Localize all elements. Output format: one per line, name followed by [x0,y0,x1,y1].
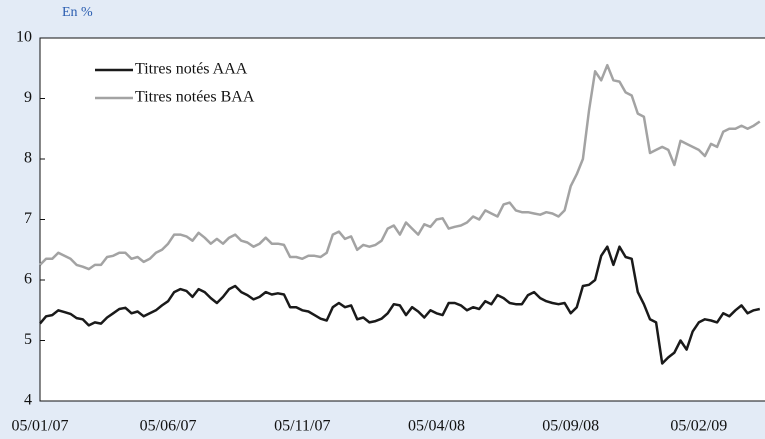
y-tick-label: 7 [24,210,32,227]
y-tick-label: 9 [24,89,32,106]
x-tick-label: 05/01/07 [12,418,69,435]
x-tick-label: 05/06/07 [140,418,197,435]
y-tick-label: 5 [24,331,32,348]
legend-label: Titres notées BAA [135,89,255,106]
y-tick-label: 8 [24,150,32,167]
x-tick-label: 05/11/07 [274,418,330,435]
series-line [39,245,761,365]
series-line [39,63,761,271]
y-tick-label: 10 [16,29,32,46]
legend-label: Titres notés AAA [135,61,248,78]
plot-area [39,37,765,402]
x-tick-label: 05/04/08 [408,418,465,435]
unit-label: En % [62,5,93,20]
y-tick-label: 6 [24,271,32,288]
y-tick-label: 4 [24,392,32,409]
x-tick-label: 05/09/08 [542,418,599,435]
x-tick-label: 05/02/09 [670,418,727,435]
